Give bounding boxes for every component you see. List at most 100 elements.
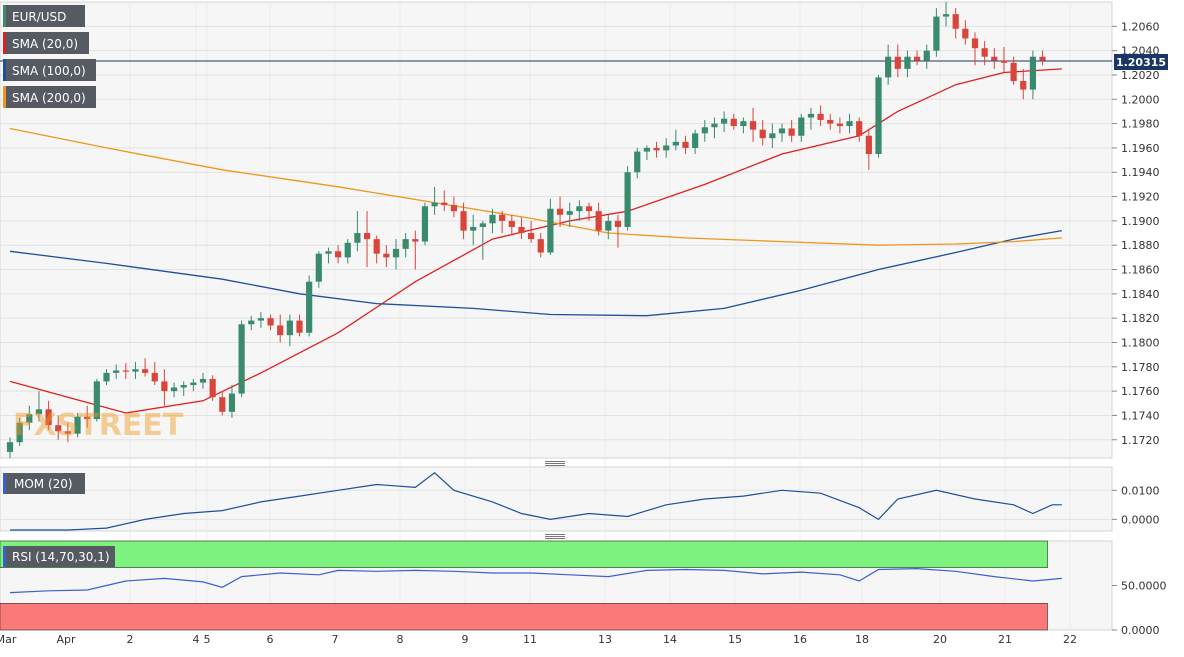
candle-body	[865, 135, 872, 154]
candle-body	[142, 369, 149, 373]
candle	[807, 107, 815, 130]
candle-body	[518, 226, 525, 234]
sma-20-swatch	[3, 32, 6, 54]
candle-body	[479, 223, 486, 227]
candle	[817, 105, 824, 127]
x-tick-label: 20	[933, 633, 947, 646]
candle	[412, 230, 419, 270]
candle	[93, 378, 100, 422]
candle	[209, 375, 216, 401]
x-tick-label: 16	[793, 633, 807, 646]
candle-body	[151, 372, 158, 382]
candle	[103, 369, 110, 386]
candle	[499, 211, 506, 234]
candle-body	[537, 239, 544, 253]
candle	[692, 129, 699, 154]
candle-body	[701, 127, 708, 134]
candle	[431, 186, 438, 215]
candle	[64, 422, 71, 443]
candle	[402, 233, 409, 258]
legend-rsi: RSI (14,70,30,1)	[3, 546, 115, 567]
candle-body	[93, 381, 100, 420]
candle	[547, 198, 554, 255]
candle	[566, 202, 573, 227]
candle-body	[103, 372, 110, 382]
candle	[518, 217, 525, 240]
candle-body	[315, 253, 322, 282]
candle-body	[55, 425, 62, 432]
candle	[489, 208, 496, 234]
candle	[296, 314, 303, 337]
panel-resize-handle-1[interactable]	[545, 461, 565, 466]
series-line	[9, 229, 1063, 317]
candle-body	[894, 56, 901, 69]
y-tick-label: 1.1960	[1121, 142, 1160, 155]
rsi-tick-label: 50.0000	[1121, 580, 1167, 593]
y-tick-label: 1.1860	[1121, 264, 1160, 277]
candle	[248, 315, 255, 331]
candle-body	[122, 370, 129, 372]
candle-body	[84, 416, 91, 420]
candle	[1010, 56, 1017, 85]
candle-body	[441, 202, 448, 206]
candle	[981, 40, 988, 66]
candle	[238, 320, 245, 398]
candle-body	[962, 28, 969, 39]
candle	[479, 220, 486, 260]
candle	[836, 117, 843, 134]
candle-body	[392, 248, 400, 258]
candle-body	[228, 393, 236, 412]
candle	[904, 50, 911, 78]
x-tick-label: 15	[728, 633, 742, 646]
candle	[142, 358, 149, 377]
candle	[344, 239, 351, 264]
y-tick-label: 1.1840	[1121, 288, 1160, 301]
candle-body	[807, 113, 815, 118]
candle-body	[489, 214, 496, 224]
candle	[576, 200, 583, 221]
candle-body	[846, 121, 853, 127]
candle	[219, 391, 226, 416]
candle	[923, 44, 930, 69]
candle-body	[1020, 81, 1027, 90]
candle-body	[740, 121, 747, 127]
candle	[170, 382, 178, 398]
candle	[306, 275, 313, 337]
panel-resize-handle-2[interactable]	[545, 534, 565, 539]
x-tick-label: 21	[998, 633, 1012, 646]
x-tick-label: 5	[204, 633, 211, 646]
candle	[991, 48, 998, 69]
rsi-line	[9, 567, 1062, 594]
candle	[1000, 46, 1008, 73]
candle	[914, 50, 921, 66]
candle-body	[170, 387, 178, 392]
candle	[595, 202, 602, 236]
candle	[730, 113, 737, 130]
candle	[45, 400, 52, 431]
candle-body	[6, 442, 14, 452]
candle-body	[267, 318, 274, 326]
candle-body	[219, 397, 226, 412]
candle	[634, 147, 641, 179]
x-tick-label: 14	[663, 633, 677, 646]
candle-body	[643, 147, 650, 152]
candle-body	[923, 50, 930, 61]
candle	[894, 44, 901, 78]
candle	[257, 312, 264, 328]
legend-sma-20: SMA (20,0)	[3, 32, 89, 54]
candle	[373, 235, 380, 264]
watermark-logo: FXSTREET	[13, 408, 184, 443]
candle-body	[933, 16, 940, 51]
candle	[624, 166, 631, 231]
candle	[354, 211, 361, 252]
candle	[759, 119, 766, 146]
y-tick-label: 1.1720	[1121, 434, 1160, 447]
candle	[199, 372, 207, 389]
rsi-overbought-zone	[0, 540, 1048, 569]
candle	[721, 111, 728, 133]
candle	[933, 8, 940, 57]
last-price-badge: 1.20315	[1114, 54, 1168, 70]
x-tick-label: 7	[332, 633, 339, 646]
x-tick-label: 6	[267, 633, 274, 646]
